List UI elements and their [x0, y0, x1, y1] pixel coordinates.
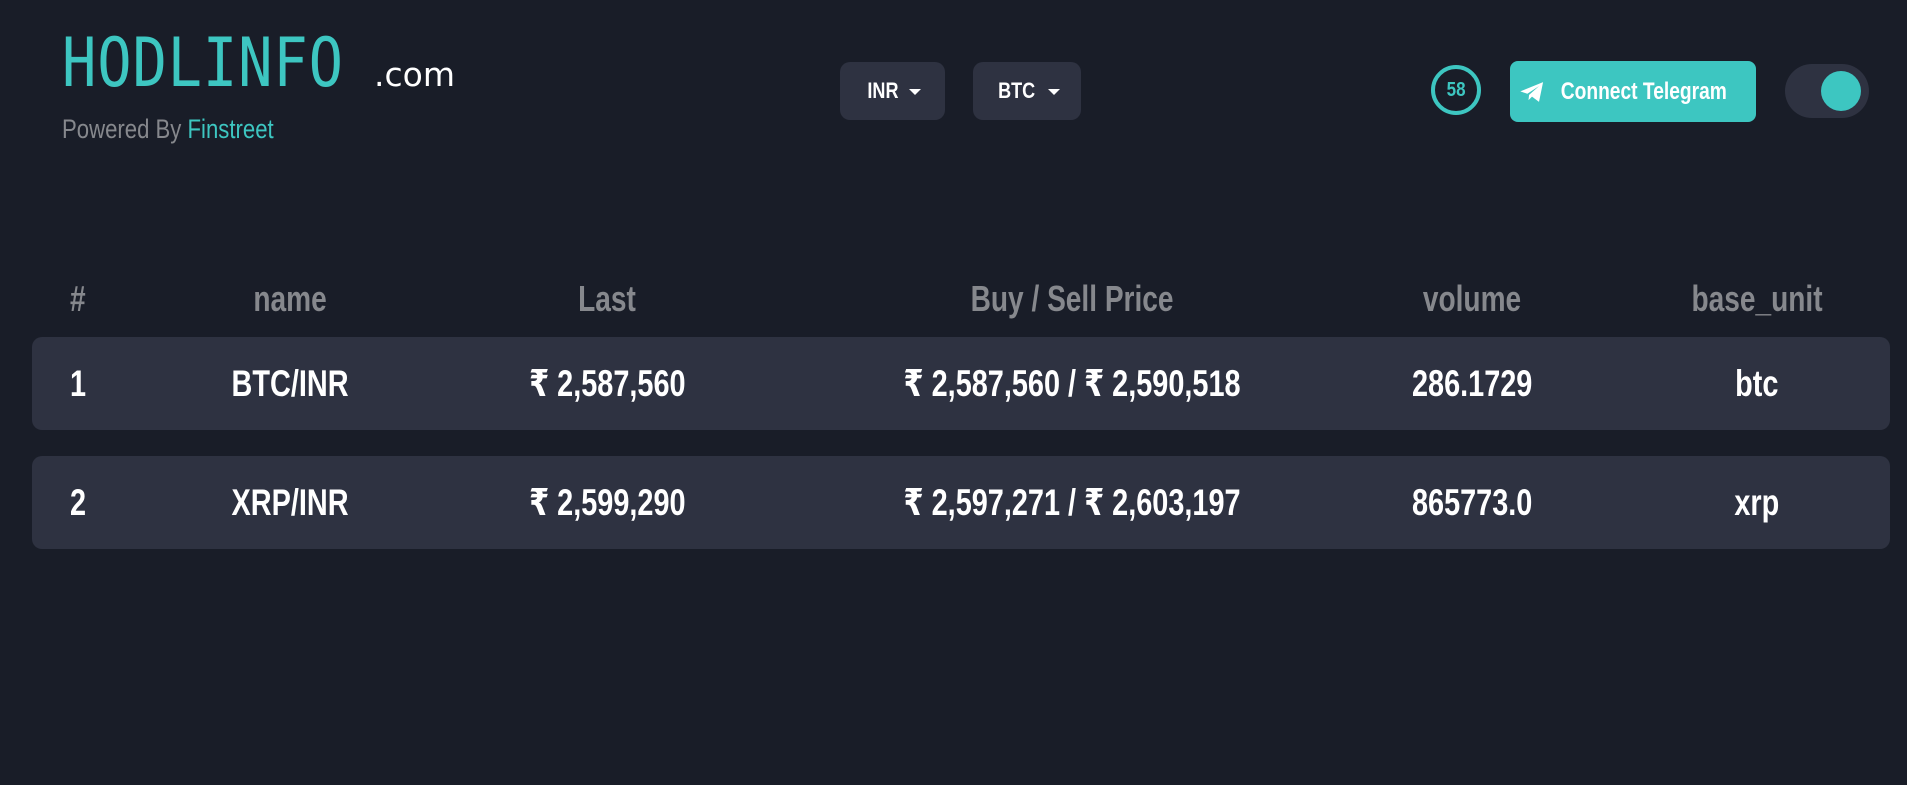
column-header-name: name: [253, 278, 327, 319]
row-base-unit: xrp: [1734, 481, 1780, 523]
column-header-num: #: [70, 278, 86, 319]
row-buy-sell-price: ₹ 2,597,271 / ₹ 2,603,197: [903, 482, 1241, 523]
row-buy-sell-price: ₹ 2,587,560 / ₹ 2,590,518: [903, 363, 1241, 404]
row-base-unit: btc: [1735, 362, 1779, 404]
row-num: 1: [70, 362, 87, 404]
column-header-buy-sell: Buy / Sell Price: [970, 278, 1174, 319]
powered-by-prefix: Powered By: [62, 114, 182, 144]
finstreet-link[interactable]: Finstreet: [187, 114, 274, 144]
logo[interactable]: HODLINFO .com: [62, 30, 455, 98]
refresh-timer-value: 58: [1446, 78, 1466, 101]
row-volume: 286.1729: [1411, 362, 1533, 404]
column-header-base-unit: base_unit: [1691, 278, 1823, 319]
row-last-price: ₹ 2,599,290: [528, 482, 686, 523]
caret-down-icon: [1047, 89, 1060, 95]
theme-toggle[interactable]: [1785, 64, 1869, 118]
refresh-timer: 58: [1431, 65, 1481, 115]
logo-main-text: HODLINFO: [62, 24, 344, 103]
table-row: 1 BTC/INR ₹ 2,587,560 ₹ 2,587,560 / ₹ 2,…: [32, 337, 1890, 430]
powered-by: Powered By Finstreet: [62, 114, 274, 145]
table-row: 2 XRP/INR ₹ 2,599,290 ₹ 2,597,271 / ₹ 2,…: [32, 456, 1890, 549]
logo-tld-text: .com: [374, 55, 455, 94]
crypto-dropdown-label: BTC: [998, 78, 1036, 103]
row-name: XRP/INR: [231, 481, 349, 523]
row-num: 2: [70, 481, 87, 523]
column-header-last: Last: [578, 278, 636, 319]
column-header-volume: volume: [1422, 278, 1522, 319]
crypto-dropdown[interactable]: BTC: [973, 62, 1081, 120]
currency-dropdown-label: INR: [866, 78, 899, 103]
currency-dropdown[interactable]: INR: [840, 62, 945, 120]
row-name: BTC/INR: [231, 362, 349, 404]
theme-toggle-knob: [1821, 71, 1861, 111]
caret-down-icon: [909, 89, 922, 95]
brand: HODLINFO .com Powered By Finstreet: [62, 30, 455, 145]
row-volume: 865773.0: [1411, 481, 1533, 523]
telegram-plane-icon: [1520, 81, 1544, 102]
connect-telegram-label: Connect Telegram: [1560, 77, 1728, 105]
table-header: # name Last Buy / Sell Price volume base…: [32, 270, 1890, 328]
selector-group: INR BTC: [840, 62, 1081, 120]
row-last-price: ₹ 2,587,560: [528, 363, 686, 404]
connect-telegram-button[interactable]: Connect Telegram: [1510, 61, 1756, 122]
price-table: # name Last Buy / Sell Price volume base…: [32, 270, 1890, 549]
